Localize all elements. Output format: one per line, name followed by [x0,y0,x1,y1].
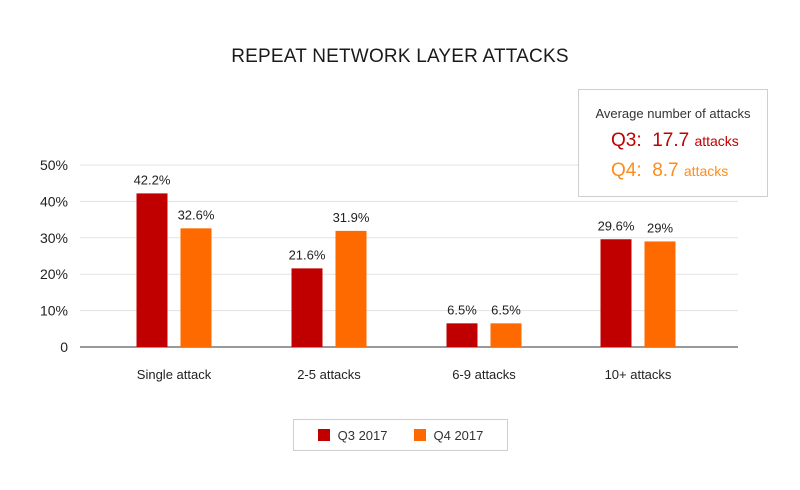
bar-q3-1 [136,193,168,347]
q3-average-value: 17.7 [652,130,690,151]
data-label: 31.9% [333,210,370,225]
data-label: 6.5% [447,302,477,317]
bar-q4-2 [335,230,367,347]
y-axis-ticks: 0 10% 20% 30% 40% 50% [40,157,68,355]
y-tick-label: 10% [40,303,68,319]
bar-q4-4 [644,241,676,347]
x-tick-label: 2-5 attacks [297,367,361,382]
q4-average-value: 8.7 [652,160,679,181]
bar-q3-3 [446,323,478,347]
q4-average-label: Q4: [611,160,642,181]
x-tick-label: 6-9 attacks [452,367,516,382]
y-tick-label: 0 [60,339,68,355]
x-axis-labels: Single attack 2-5 attacks 6-9 attacks 10+ a… [137,367,672,382]
legend-swatch-q3 [317,429,330,441]
bar-q4-3 [490,323,522,347]
x-tick-label: Single attack [137,367,212,382]
legend-label-q4: Q4 2017 [433,427,484,443]
x-tick-label: 10+ attacks [605,367,672,382]
q4-average-unit: attacks [683,163,729,179]
q3-average-unit: attacks [694,133,739,149]
legend: Q3 2017 Q4 2017 [293,419,508,451]
chart-title: REPEAT NETWORK LAYER ATTACKS [231,46,569,67]
q3-average-row: Q3: 17.7 attacks [611,130,739,152]
legend-label-q3: Q3 2017 [337,427,388,443]
y-tick-label: 50% [40,157,68,173]
data-label: 42.2% [134,172,171,187]
bars [136,193,676,347]
average-attacks-box: Average number of attacks Q3: 17.7 attac… [578,89,768,197]
y-tick-label: 30% [40,230,68,246]
data-label: 21.6% [289,247,326,262]
average-box-title: Average number of attacks [595,106,751,121]
y-tick-label: 40% [40,193,68,209]
data-label: 29.6% [598,218,635,233]
value-labels: 42.2% 21.6% 6.5% 29.6% 32.6% 31.9% 6.5% 29% [134,172,674,317]
q3-average-label: Q3: [611,130,642,151]
y-tick-label: 20% [40,266,68,282]
legend-item-q4: Q4 2017 [413,427,484,443]
q4-average-row: Q4: 8.7 attacks [611,160,728,182]
legend-item-q3: Q3 2017 [317,427,388,443]
data-label: 29% [647,220,673,235]
data-label: 6.5% [491,302,521,317]
bar-q4-1 [180,228,212,347]
bar-q3-2 [291,268,323,347]
legend-swatch-q4 [413,429,426,441]
data-label: 32.6% [178,207,215,222]
bar-q3-4 [600,239,632,347]
